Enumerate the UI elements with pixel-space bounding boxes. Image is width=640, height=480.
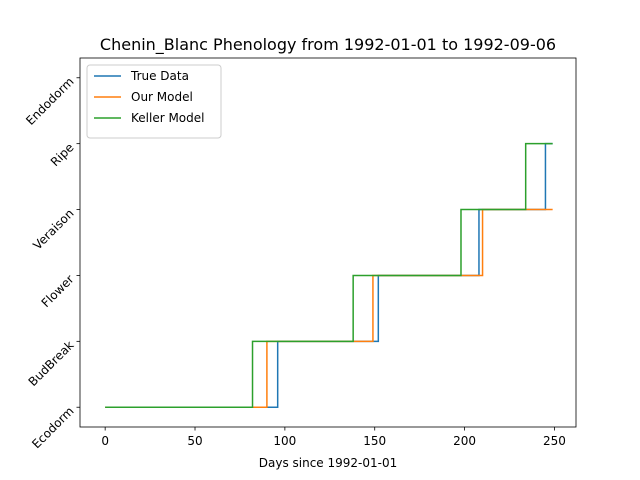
x-tick-label: 50	[187, 434, 202, 448]
legend-label: Our Model	[131, 90, 193, 104]
series-line-2	[105, 142, 553, 408]
x-axis: 0 50 100 150 200 250	[101, 427, 566, 448]
legend-label: Keller Model	[131, 111, 204, 125]
legend-box	[86, 64, 222, 139]
x-tick-label: 0	[101, 434, 109, 448]
x-tick-label: 200	[453, 434, 476, 448]
x-axis-label: Days since 1992-01-01	[259, 456, 398, 470]
legend-label: True Data	[130, 69, 189, 83]
legend: True Data Our Model Keller Model	[86, 64, 222, 139]
chart-title: Chenin_Blanc Phenology from 1992-01-01 t…	[100, 35, 556, 55]
x-tick-label: 150	[363, 434, 386, 448]
series-line-1	[105, 208, 553, 408]
x-tick-label: 100	[273, 434, 296, 448]
x-tick-label: 250	[543, 434, 566, 448]
plot-frame	[79, 57, 577, 428]
series-layer	[105, 142, 553, 408]
